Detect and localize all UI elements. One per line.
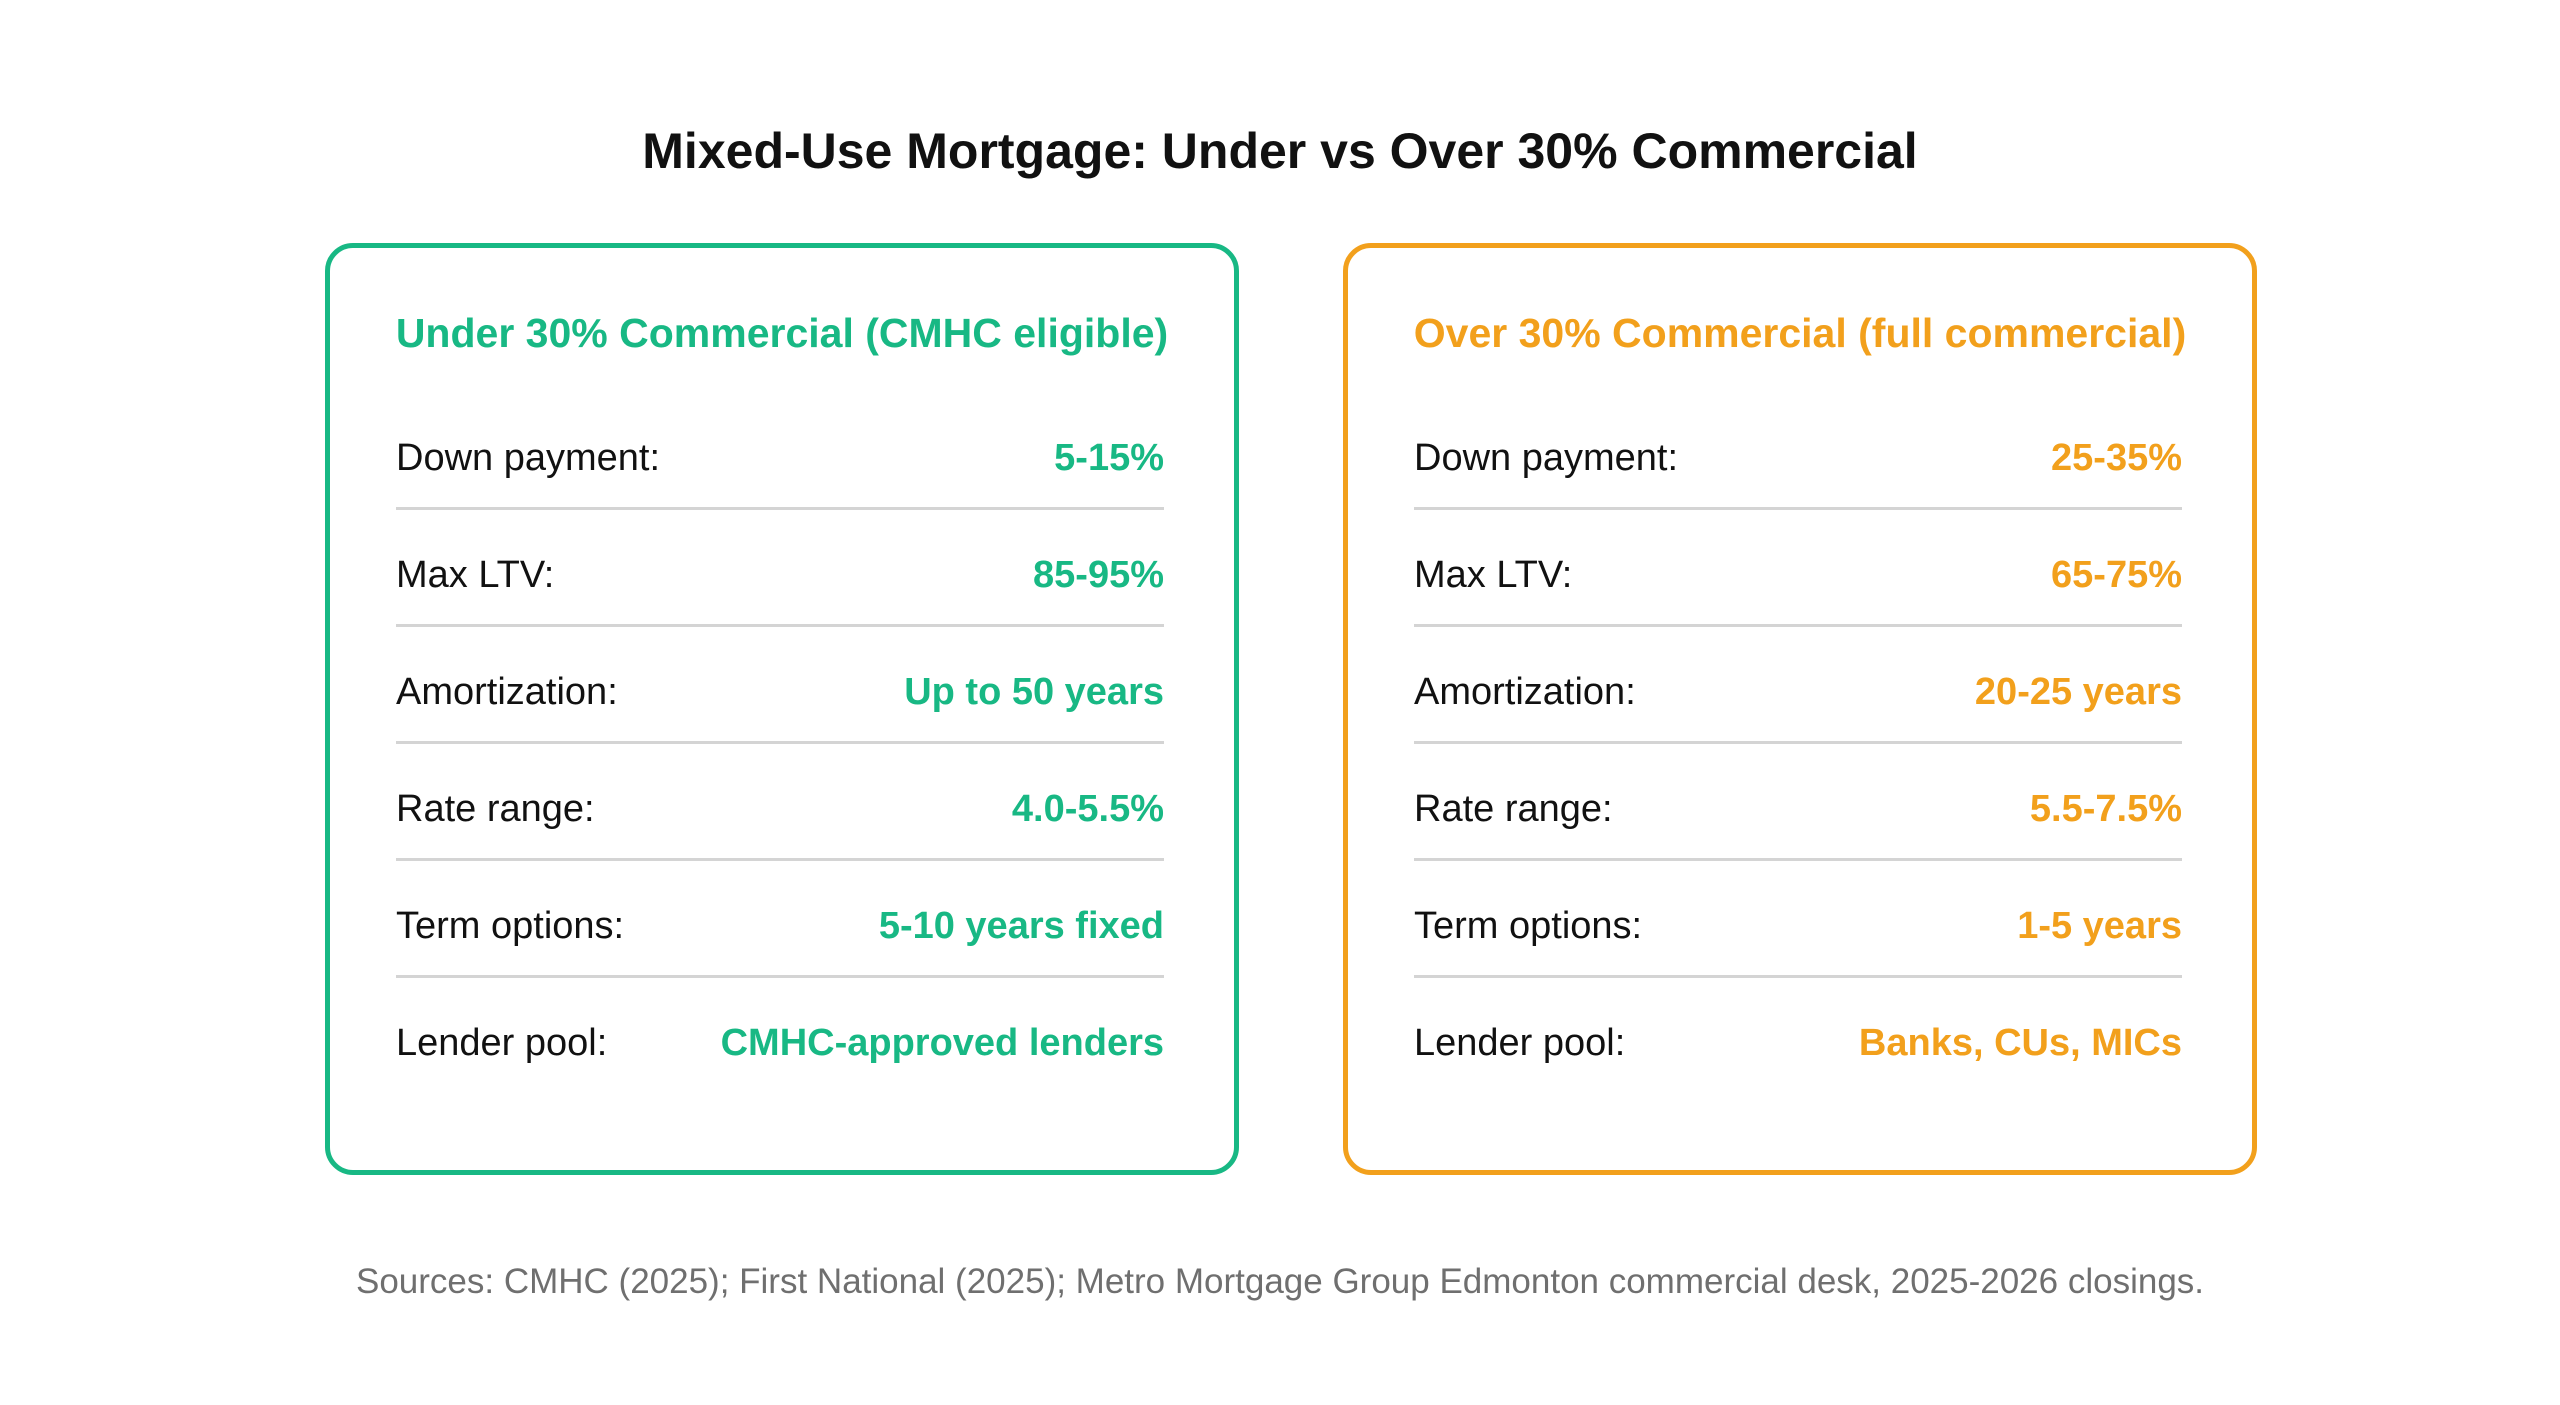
- comparison-list: Down payment: 25-35% Max LTV: 65-75% Amo…: [1414, 393, 2182, 1095]
- list-item: Amortization: 20-25 years: [1414, 627, 2182, 744]
- list-item: Amortization: Up to 50 years: [396, 627, 1164, 744]
- list-item: Max LTV: 65-75%: [1414, 510, 2182, 627]
- row-value: 25-35%: [2051, 437, 2182, 479]
- row-label: Lender pool:: [396, 1022, 608, 1064]
- list-item: Lender pool: Banks, CUs, MICs: [1414, 978, 2182, 1095]
- list-item: Rate range: 4.0-5.5%: [396, 744, 1164, 861]
- row-value: 5.5-7.5%: [2029, 788, 2182, 830]
- list-item: Max LTV: 85-95%: [396, 510, 1164, 627]
- list-item: Term options: 5-10 years fixed: [396, 861, 1164, 978]
- card-heading: Under 30% Commercial (CMHC eligible): [395, 310, 1169, 356]
- row-value: 4.0-5.5%: [1011, 788, 1164, 830]
- list-item: Lender pool: CMHC-approved lenders: [396, 978, 1164, 1095]
- row-label: Max LTV:: [1414, 554, 1573, 596]
- row-value: 20-25 years: [1974, 671, 2182, 713]
- row-label: Amortization:: [1414, 671, 1636, 713]
- row-label: Max LTV:: [396, 554, 555, 596]
- row-label: Term options:: [1414, 905, 1643, 947]
- under-30-commercial-card: Under 30% Commercial (CMHC eligible) Dow…: [325, 243, 1239, 1175]
- list-item: Down payment: 25-35%: [1414, 393, 2182, 510]
- row-label: Down payment:: [1414, 437, 1679, 479]
- comparison-list: Down payment: 5-15% Max LTV: 85-95% Amor…: [396, 393, 1164, 1095]
- row-label: Down payment:: [396, 437, 661, 479]
- row-label: Term options:: [396, 905, 625, 947]
- row-value: 5-10 years fixed: [878, 905, 1164, 947]
- row-value: 85-95%: [1033, 554, 1164, 596]
- page-title: Mixed-Use Mortgage: Under vs Over 30% Co…: [642, 123, 1918, 179]
- over-30-commercial-card: Over 30% Commercial (full commercial) Do…: [1343, 243, 2257, 1175]
- row-value: Up to 50 years: [904, 671, 1164, 713]
- list-item: Term options: 1-5 years: [1414, 861, 2182, 978]
- row-value: 65-75%: [2051, 554, 2182, 596]
- row-label: Rate range:: [1414, 788, 1613, 830]
- list-item: Rate range: 5.5-7.5%: [1414, 744, 2182, 861]
- row-value: 5-15%: [1054, 437, 1164, 479]
- card-heading: Over 30% Commercial (full commercial): [1413, 310, 2187, 356]
- row-label: Rate range:: [396, 788, 595, 830]
- row-value: Banks, CUs, MICs: [1858, 1022, 2182, 1064]
- row-label: Amortization:: [396, 671, 618, 713]
- row-value: 1-5 years: [2017, 905, 2182, 947]
- row-value: CMHC-approved lenders: [720, 1022, 1164, 1064]
- list-item: Down payment: 5-15%: [396, 393, 1164, 510]
- sources-footnote: Sources: CMHC (2025); First National (20…: [355, 1262, 2205, 1301]
- row-label: Lender pool:: [1414, 1022, 1626, 1064]
